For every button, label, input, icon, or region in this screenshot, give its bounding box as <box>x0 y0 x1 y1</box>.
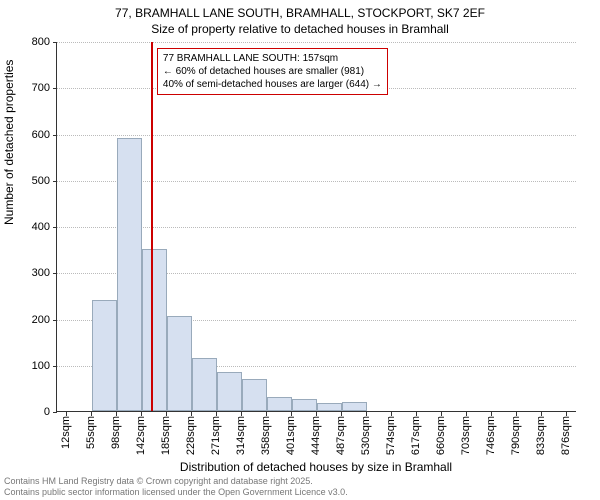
chart-title: 77, BRAMHALL LANE SOUTH, BRAMHALL, STOCK… <box>0 0 600 37</box>
y-tick-label: 100 <box>14 360 50 372</box>
x-tick-label: 358sqm <box>260 416 272 455</box>
x-tick-label: 98sqm <box>110 416 122 449</box>
y-tick-label: 400 <box>14 221 50 233</box>
x-tick-label: 228sqm <box>185 416 197 455</box>
x-tick-label: 185sqm <box>160 416 172 455</box>
x-tick-label: 876sqm <box>560 416 572 455</box>
y-tick-label: 500 <box>14 175 50 187</box>
histogram-bar <box>142 249 167 411</box>
gridline <box>57 42 576 43</box>
x-tick-label: 487sqm <box>335 416 347 455</box>
x-tick-label: 574sqm <box>385 416 397 455</box>
x-tick-label: 833sqm <box>535 416 547 455</box>
x-tick-label: 660sqm <box>435 416 447 455</box>
plot-area: 77 BRAMHALL LANE SOUTH: 157sqm← 60% of d… <box>56 42 576 412</box>
histogram-bar <box>167 316 192 411</box>
histogram-bar <box>342 402 367 411</box>
attribution-footer: Contains HM Land Registry data © Crown c… <box>4 476 348 498</box>
y-axis-ticks: 0100200300400500600700800 <box>14 42 54 412</box>
y-tick-label: 300 <box>14 267 50 279</box>
reference-line <box>151 42 153 411</box>
x-tick-label: 401sqm <box>285 416 297 455</box>
footer-line1: Contains HM Land Registry data © Crown c… <box>4 476 348 487</box>
x-axis-ticks: 12sqm 55sqm 98sqm 142sqm 185sqm 228sqm 271sqm 3… <box>56 412 576 462</box>
x-axis-label: Distribution of detached houses by size … <box>56 460 576 474</box>
histogram-bar <box>217 372 242 411</box>
histogram-bar <box>317 403 342 411</box>
y-tick-label: 600 <box>14 129 50 141</box>
x-tick-label: 530sqm <box>360 416 372 455</box>
annotation-box: 77 BRAMHALL LANE SOUTH: 157sqm← 60% of d… <box>157 48 388 95</box>
x-tick-label: 617sqm <box>410 416 422 455</box>
histogram-bar <box>92 300 117 411</box>
y-tick-label: 200 <box>14 314 50 326</box>
x-tick-label: 142sqm <box>135 416 147 455</box>
histogram-bar <box>117 138 142 411</box>
histogram-bar <box>192 358 217 411</box>
title-line2: Size of property relative to detached ho… <box>0 22 600 38</box>
chart-area: 77 BRAMHALL LANE SOUTH: 157sqm← 60% of d… <box>56 42 576 412</box>
y-tick-label: 800 <box>14 36 50 48</box>
x-tick-label: 314sqm <box>235 416 247 455</box>
x-tick-label: 790sqm <box>510 416 522 455</box>
title-line1: 77, BRAMHALL LANE SOUTH, BRAMHALL, STOCK… <box>0 6 600 22</box>
y-tick-label: 700 <box>14 82 50 94</box>
x-tick-label: 444sqm <box>310 416 322 455</box>
histogram-bar <box>242 379 267 411</box>
x-tick-label: 55sqm <box>85 416 97 449</box>
annotation-line3: 40% of semi-detached houses are larger (… <box>163 78 382 91</box>
histogram-bar <box>292 399 317 411</box>
x-tick-label: 12sqm <box>60 416 72 449</box>
annotation-line2: ← 60% of detached houses are smaller (98… <box>163 65 382 78</box>
y-tick-label: 0 <box>14 406 50 418</box>
annotation-line1: 77 BRAMHALL LANE SOUTH: 157sqm <box>163 52 382 65</box>
x-tick-label: 746sqm <box>485 416 497 455</box>
x-tick-label: 271sqm <box>210 416 222 455</box>
histogram-bar <box>267 397 292 411</box>
gridline <box>57 135 576 136</box>
x-tick-label: 703sqm <box>460 416 472 455</box>
footer-line2: Contains public sector information licen… <box>4 487 348 498</box>
